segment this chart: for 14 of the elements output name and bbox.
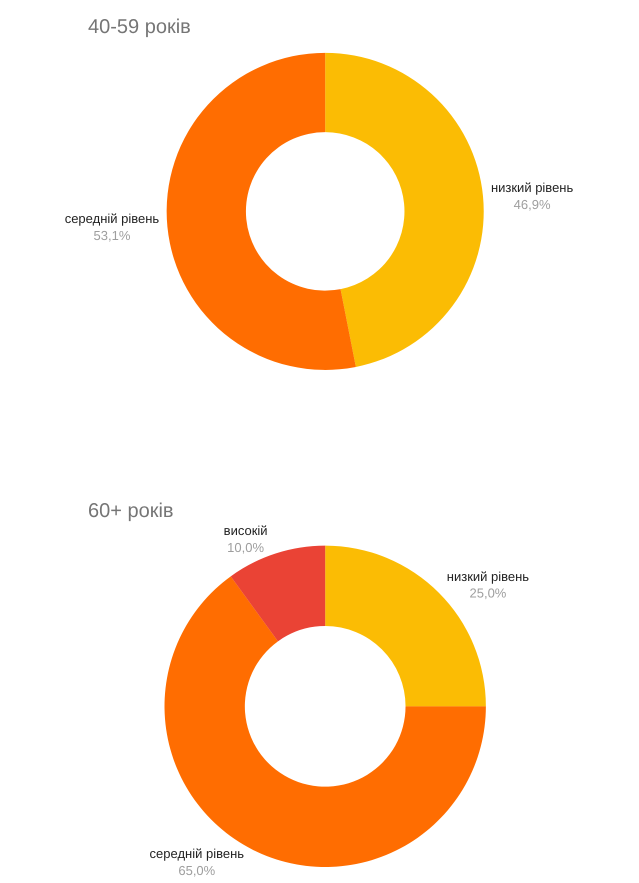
data-label: 53,1% xyxy=(94,228,131,243)
chart-title: 60+ років xyxy=(88,500,174,522)
data-label: 46,9% xyxy=(514,196,551,212)
donut-slice xyxy=(325,52,484,367)
data-label: 65,0% xyxy=(178,863,216,878)
slice-label: середній рівень xyxy=(150,846,244,862)
data-label: 25,0% xyxy=(470,586,507,601)
slice-label: низкий рівень xyxy=(446,568,530,584)
slice-label: середній рівень xyxy=(64,211,160,226)
donut-slice xyxy=(166,52,356,370)
slice-label: високій xyxy=(224,523,268,538)
data-label: 10,0% xyxy=(227,540,264,556)
slice-label: низкий рівень xyxy=(490,180,574,195)
chart-title: 40-59 років xyxy=(88,16,191,38)
